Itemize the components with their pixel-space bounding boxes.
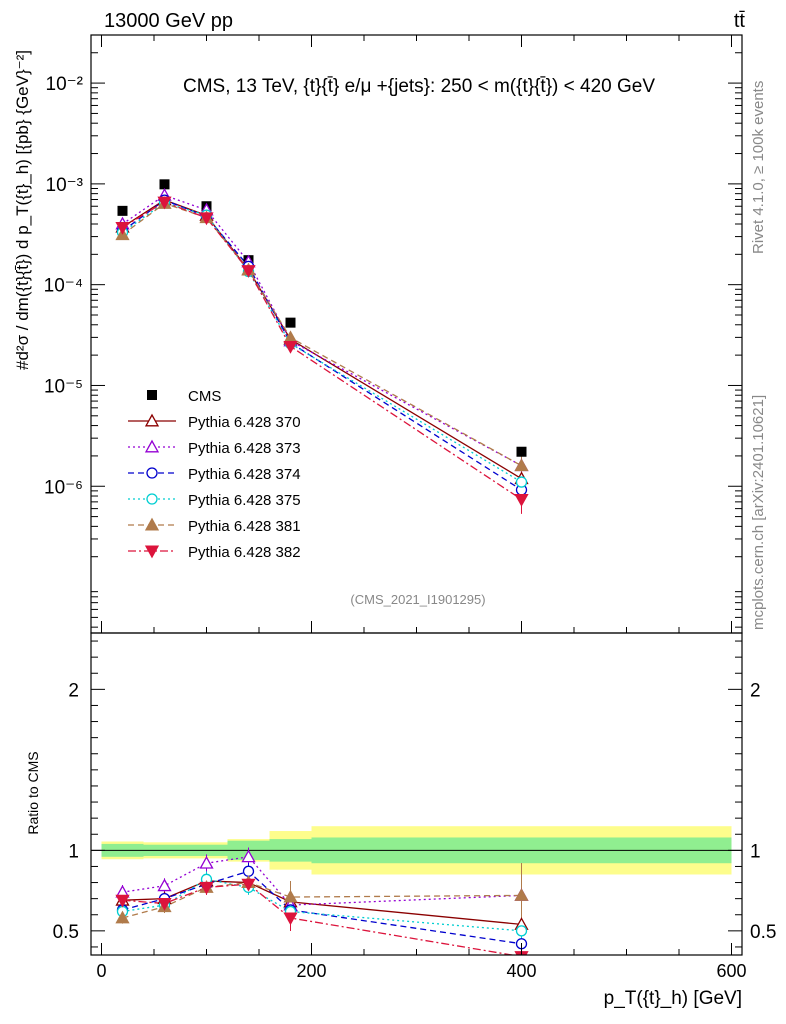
ratio-line-pythia-6-428-373 — [122, 856, 522, 906]
ratio-point-pythia-6-428-381 — [115, 910, 130, 924]
series-line-pythia-6-428-375 — [122, 202, 522, 483]
y-axis-label: #d²σ / dm({t}{t̄}) d p_T({t}_h) [{pb} {G… — [13, 50, 32, 370]
legend-label-pythia-6-428-373: Pythia 6.428 373 — [188, 440, 301, 457]
ratio-point-pythia-6-428-381 — [514, 888, 529, 901]
y-tick-label: 10⁻⁶ — [44, 477, 83, 498]
ratio-tick-label: 1 — [68, 841, 79, 862]
legend-label-pythia-6-428-374: Pythia 6.428 374 — [188, 466, 301, 483]
data-point-pythia-6-428-382 — [115, 221, 130, 235]
ratio-point-pythia-6-428-382 — [199, 881, 214, 895]
data-point-pythia-6-428-382 — [283, 340, 298, 354]
ratio-line-pythia-6-428-382 — [122, 883, 516, 955]
data-point-cms — [159, 179, 170, 190]
y-tick-label: 10⁻² — [46, 74, 84, 95]
legend-label-pythia-6-428-370: Pythia 6.428 370 — [188, 414, 301, 431]
data-point-cms — [117, 205, 128, 216]
ratio-point-pythia-6-428-373 — [199, 855, 214, 869]
energy-label: 13000 GeV pp — [104, 10, 233, 32]
series-line-pythia-6-428-382 — [122, 201, 522, 500]
legend-label-pythia-6-428-375: Pythia 6.428 375 — [188, 492, 301, 509]
legend-marker-pythia-6-428-375 — [146, 493, 158, 505]
ratio-line-pythia-6-428-381 — [122, 881, 522, 919]
ratio-point-pythia-6-428-381 — [283, 889, 298, 903]
ratio-point-pythia-6-428-382 — [241, 878, 256, 892]
ratio-line-pythia-6-428-375 — [122, 878, 522, 932]
x-tick-label: 400 — [506, 961, 536, 981]
series-line-pythia-6-428-370 — [122, 199, 522, 480]
data-point-pythia-6-428-381 — [514, 458, 529, 472]
legend-marker-pythia-6-428-373 — [144, 439, 160, 453]
data-point-pythia-6-428-382 — [241, 265, 256, 278]
legend-marker-pythia-6-428-382 — [144, 545, 160, 559]
data-point-pythia-6-428-382 — [514, 493, 529, 507]
ratio-tick-label-right: 1 — [750, 841, 761, 862]
y-tick-label: 10⁻⁴ — [44, 276, 83, 297]
ratio-frame — [90, 632, 743, 956]
data-point-pythia-6-428-382 — [199, 212, 214, 226]
y-tick-label: 10⁻³ — [46, 175, 84, 196]
legend-label-pythia-6-428-382: Pythia 6.428 382 — [188, 544, 301, 561]
chart-title: CMS, 13 TeV, {t}{t̄} e/μ +{jets}: 250 < … — [183, 76, 655, 97]
data-point-pythia-6-428-382 — [157, 196, 172, 210]
data-point-cms — [516, 446, 527, 457]
legend-label-cms: CMS — [188, 388, 221, 405]
ratio-line-pythia-6-428-374 — [122, 870, 522, 945]
watermark: (CMS_2021_I1901295) — [350, 592, 485, 607]
x-tick-label: 200 — [296, 961, 326, 981]
ratio-point-pythia-6-428-373 — [157, 878, 172, 892]
ratio-point-pythia-6-428-382 — [115, 894, 130, 908]
ratio-point-pythia-6-428-375 — [515, 925, 528, 937]
ratio-tick-label: 0.5 — [53, 922, 79, 943]
ratio-y-axis-label: Ratio to CMS — [25, 751, 41, 834]
y-tick-label: 10⁻⁵ — [44, 376, 83, 397]
series-line-pythia-6-428-374 — [122, 199, 522, 491]
ratio-point-pythia-6-428-374 — [242, 865, 255, 877]
data-point-pythia-6-428-375 — [515, 476, 528, 488]
legend-marker-pythia-6-428-374 — [146, 467, 158, 479]
data-point-cms — [285, 317, 296, 328]
ratio-point-pythia-6-428-382 — [283, 912, 298, 926]
ratio-tick-label-right: 2 — [750, 680, 761, 701]
ratio-line-pythia-6-428-370 — [122, 880, 522, 926]
x-tick-label: 600 — [716, 961, 746, 981]
ratio-point-pythia-6-428-382 — [157, 898, 172, 911]
legend-label-pythia-6-428-381: Pythia 6.428 381 — [188, 518, 301, 535]
legend-marker-cms — [147, 390, 157, 400]
series-line-pythia-6-428-373 — [122, 194, 522, 467]
ratio-point-pythia-6-428-373 — [241, 849, 256, 863]
rivet-label: Rivet 4.1.0, ≥ 100k events — [750, 81, 767, 254]
process-label: tt̄ — [734, 10, 746, 32]
x-tick-label: 0 — [96, 961, 106, 981]
legend-marker-pythia-6-428-381 — [144, 517, 160, 531]
ratio-tick-label: 2 — [68, 680, 79, 701]
x-axis-label: p_T({t}_h) [GeV] — [604, 988, 742, 1009]
ratio-tick-label-right: 0.5 — [750, 922, 776, 943]
legend-marker-pythia-6-428-370 — [144, 413, 160, 427]
series-line-pythia-6-428-381 — [122, 202, 522, 467]
source-label: mcplots.cern.ch [arXiv:2401.10621] — [750, 395, 767, 630]
